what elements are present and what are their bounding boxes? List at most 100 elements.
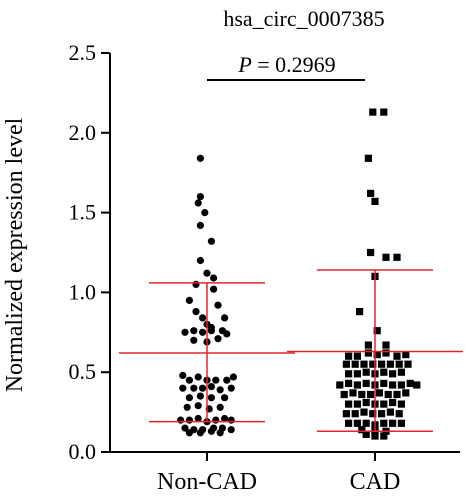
- data-point: [340, 390, 348, 399]
- data-point: [190, 336, 198, 344]
- data-point: [371, 197, 379, 205]
- data-point: [185, 429, 193, 437]
- data-point: [353, 419, 361, 427]
- data-point: [367, 189, 375, 197]
- data-point: [351, 360, 359, 368]
- data-point: [214, 301, 222, 309]
- data-point: [179, 371, 187, 379]
- data-point: [380, 419, 388, 427]
- data-point: [336, 381, 344, 389]
- data-point: [207, 383, 215, 391]
- data-point: [345, 379, 353, 387]
- data-point: [212, 376, 220, 384]
- data-point: [397, 381, 405, 389]
- data-point: [362, 398, 370, 407]
- data-point: [393, 390, 401, 399]
- y-ticks: 0.0 0.5 1.0 1.5 2.0 2.5: [69, 40, 110, 464]
- data-point: [210, 285, 218, 293]
- data-point: [386, 408, 394, 416]
- data-point: [194, 373, 202, 381]
- data-point: [185, 296, 193, 304]
- data-point: [395, 410, 403, 418]
- data-point: [212, 416, 220, 424]
- data-points: [177, 108, 421, 440]
- data-point: [397, 400, 405, 408]
- data-point: [185, 376, 193, 384]
- data-point: [199, 314, 207, 322]
- data-point: [362, 379, 370, 387]
- data-point: [367, 248, 375, 257]
- data-point: [227, 416, 235, 424]
- data-point: [382, 253, 390, 261]
- data-point: [364, 341, 372, 349]
- chart-title: hsa_circ_0007385: [223, 6, 384, 31]
- data-point: [353, 370, 361, 378]
- data-point: [369, 360, 377, 368]
- data-point: [345, 352, 353, 360]
- x-category-label: Non-CAD: [157, 469, 257, 495]
- data-point: [207, 427, 215, 435]
- data-point: [196, 154, 204, 162]
- data-point: [183, 403, 191, 411]
- data-point: [207, 327, 215, 335]
- data-point: [371, 432, 379, 440]
- data-point: [227, 426, 235, 434]
- data-point: [221, 314, 229, 322]
- data-point: [378, 360, 386, 368]
- data-point: [207, 394, 215, 402]
- data-point: [349, 389, 357, 397]
- data-point: [345, 370, 353, 378]
- data-point: [203, 269, 211, 277]
- data-point: [353, 400, 361, 408]
- data-point: [353, 381, 361, 389]
- data-point: [397, 368, 405, 376]
- data-point: [378, 410, 386, 418]
- data-point: [380, 432, 388, 440]
- data-point: [199, 328, 207, 336]
- data-point: [362, 430, 370, 438]
- data-point: [345, 419, 353, 427]
- data-point: [194, 402, 202, 410]
- data-point: [196, 221, 204, 229]
- y-tick-label: 1.0: [69, 279, 97, 304]
- x-category-label: CAD: [350, 469, 401, 495]
- data-point: [196, 392, 204, 400]
- data-point: [196, 256, 204, 265]
- y-tick-label: 0.5: [69, 359, 97, 384]
- data-point: [384, 390, 392, 399]
- data-point: [369, 108, 377, 116]
- data-point: [181, 328, 189, 336]
- y-tick-label: 1.5: [69, 200, 97, 225]
- data-point: [386, 360, 394, 368]
- data-point: [345, 400, 353, 408]
- data-point: [229, 373, 237, 381]
- data-point: [393, 253, 401, 261]
- data-point: [216, 403, 224, 411]
- y-axis-label: Normalized expression level: [2, 117, 28, 392]
- data-point: [214, 335, 222, 343]
- data-point: [382, 341, 390, 349]
- data-point: [389, 381, 397, 389]
- data-point: [380, 400, 388, 408]
- data-point: [369, 410, 377, 418]
- data-point: [207, 237, 215, 245]
- data-point: [221, 414, 229, 423]
- data-point: [380, 108, 388, 116]
- data-point: [360, 360, 368, 368]
- data-point: [413, 381, 421, 389]
- data-point: [389, 419, 397, 427]
- data-point: [373, 351, 381, 359]
- x-ticks: Non-CAD CAD: [157, 452, 400, 495]
- data-point: [395, 360, 403, 368]
- y-tick-label: 2.5: [69, 40, 97, 65]
- p-value-annotation: P = 0.2969: [207, 52, 365, 81]
- data-point: [362, 368, 370, 376]
- data-point: [223, 376, 231, 384]
- data-point: [367, 390, 375, 399]
- data-point: [397, 419, 405, 427]
- data-point: [389, 370, 397, 378]
- data-point: [351, 410, 359, 418]
- data-point: [185, 416, 193, 424]
- data-point: [364, 349, 372, 357]
